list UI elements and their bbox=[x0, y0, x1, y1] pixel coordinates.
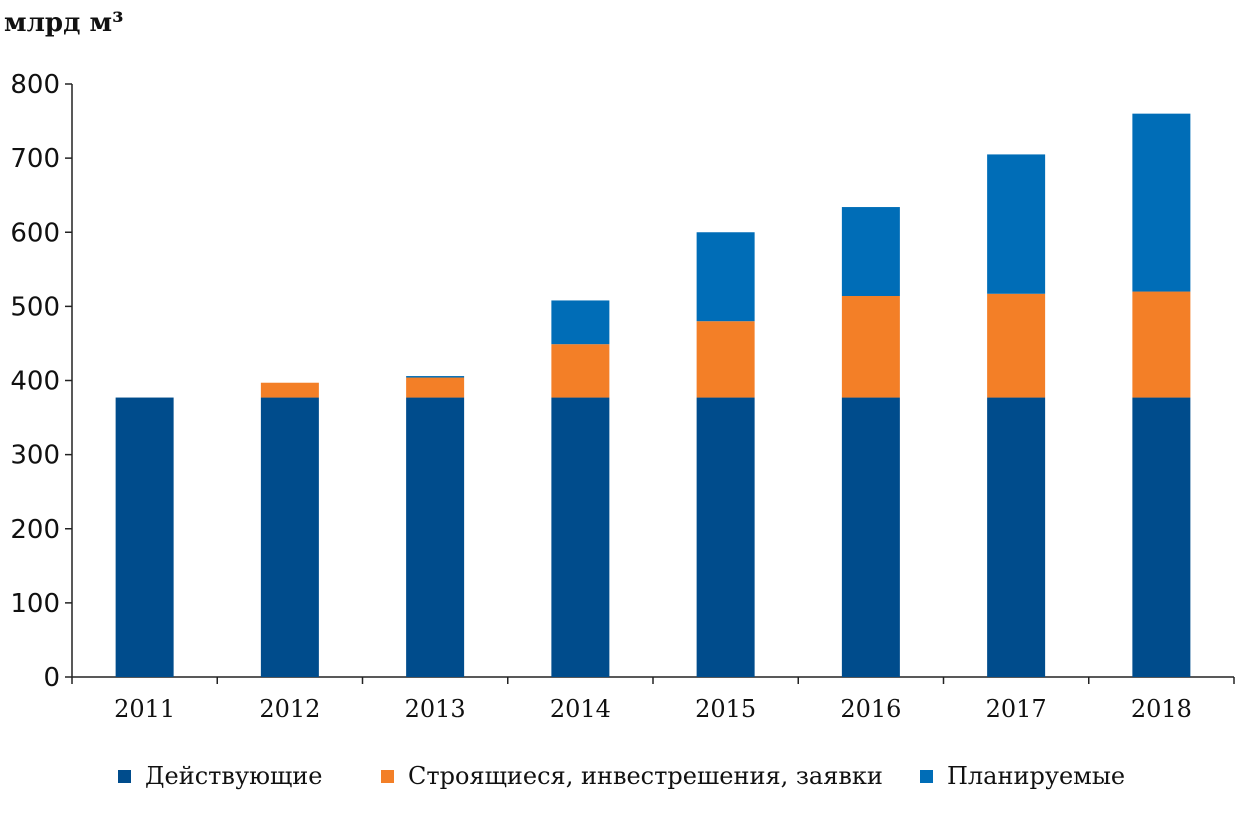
bar-segment-2014-series-3 bbox=[551, 300, 610, 345]
bar-segment-2016-series-1 bbox=[841, 397, 900, 677]
bar-segment-2015-series-2 bbox=[696, 321, 755, 398]
legend-label-planned: Планируемые bbox=[947, 762, 1126, 790]
bar-segment-2014-series-1 bbox=[551, 397, 610, 677]
bar-segment-2017-series-3 bbox=[987, 154, 1046, 294]
bar-segment-2018-series-3 bbox=[1132, 113, 1191, 292]
legend-swatch-operating bbox=[118, 769, 131, 783]
x-tick-label: 2016 bbox=[840, 695, 901, 723]
legend-label-under-construction: Строящиеся, инвестрешения, заявки bbox=[408, 762, 883, 790]
x-tick-label: 2017 bbox=[986, 695, 1047, 723]
legend: Действующие Строящиеся, инвестрешения, з… bbox=[0, 762, 1240, 798]
bar-segment-2018-series-1 bbox=[1132, 397, 1191, 677]
y-tick-label: 300 bbox=[10, 441, 60, 471]
x-tick-label: 2012 bbox=[259, 695, 320, 723]
y-tick-label: 200 bbox=[10, 515, 60, 545]
y-tick-label: 500 bbox=[10, 292, 60, 322]
x-tick-label: 2018 bbox=[1131, 695, 1192, 723]
bar-segment-2012-series-1 bbox=[260, 397, 319, 677]
y-axis-unit-label: млрд м³ bbox=[4, 8, 124, 38]
x-tick-label: 2011 bbox=[114, 695, 175, 723]
x-tick-label: 2013 bbox=[405, 695, 466, 723]
x-tick-label: 2014 bbox=[550, 695, 611, 723]
bar-segment-2015-series-1 bbox=[696, 397, 755, 677]
bar-segment-2016-series-2 bbox=[841, 295, 900, 398]
bar-segment-2018-series-2 bbox=[1132, 291, 1191, 398]
y-tick-label: 100 bbox=[10, 589, 60, 619]
legend-label-operating: Действующие bbox=[145, 762, 323, 790]
legend-item-planned: Планируемые bbox=[920, 762, 1125, 790]
legend-swatch-under-construction bbox=[381, 769, 394, 783]
bar-segment-2015-series-3 bbox=[696, 232, 755, 322]
bar-segment-2017-series-1 bbox=[987, 397, 1046, 677]
bar-segment-2014-series-2 bbox=[551, 344, 610, 398]
bar-segment-2011-series-1 bbox=[115, 397, 174, 677]
legend-swatch-planned bbox=[920, 769, 933, 783]
legend-item-operating: Действующие bbox=[118, 762, 322, 790]
y-tick-label: 600 bbox=[10, 218, 60, 248]
bar-segment-2013-series-2 bbox=[406, 377, 465, 398]
bar-segment-2016-series-3 bbox=[841, 207, 900, 296]
bar-segment-2012-series-2 bbox=[260, 382, 319, 398]
bar-segment-2013-series-1 bbox=[406, 397, 465, 677]
y-tick-label: 0 bbox=[43, 663, 60, 693]
stacked-bar-chart: 0 100 200 300 400 500 600 700 800 2011 2012 2013 201… bbox=[10, 70, 1235, 723]
bar-segment-2017-series-2 bbox=[987, 293, 1046, 398]
y-tick-label: 800 bbox=[10, 70, 60, 100]
bar-segment-2013-series-3 bbox=[406, 376, 465, 378]
x-tick-label: 2015 bbox=[695, 695, 756, 723]
y-tick-label: 700 bbox=[10, 144, 60, 174]
legend-item-under-construction: Строящиеся, инвестрешения, заявки bbox=[381, 762, 883, 790]
y-tick-label: 400 bbox=[10, 367, 60, 397]
